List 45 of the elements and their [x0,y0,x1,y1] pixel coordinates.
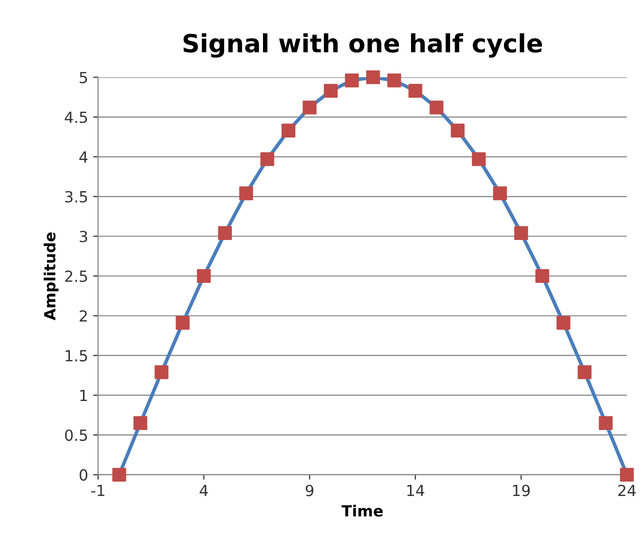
point [324,84,338,98]
y-tick-label: 2 [80,310,87,322]
x-tick-label: -1 [91,484,104,496]
y-tick-label: 4 [79,151,88,163]
point [133,416,148,430]
point [598,416,613,430]
point [620,468,634,482]
x-tick-label: 19 [513,484,530,496]
point [408,84,422,98]
chart-title: Signal with one half cycle [184,33,542,58]
y-tick-label: 1.5 [66,350,88,362]
point [154,365,168,380]
point [556,316,570,330]
y-tick-label: 5 [80,72,88,84]
y-axis-title: Amplitude [44,232,58,320]
y-tick-label: 4.5 [64,112,88,124]
point [387,74,402,88]
point [450,124,465,138]
point [260,152,274,166]
x-tick-label: 14 [407,484,424,496]
point [302,100,317,114]
point [176,316,190,330]
y-tick-label: 0.5 [65,429,88,441]
x-tick-label: 9 [306,484,314,496]
point [578,365,592,380]
point [493,186,507,200]
x-axis-title: Time [342,504,383,517]
y-tick-label: 2.5 [65,270,88,282]
point [430,100,444,114]
point [282,124,296,138]
point [535,269,550,283]
y-tick-label: 1 [80,390,87,402]
y-tick-label: 0 [80,469,88,481]
y-tick-label: 3.5 [65,190,88,203]
y-tick-label: 3 [80,230,88,242]
point [112,468,126,482]
point [239,186,254,200]
x-tick-label: 24 [618,484,636,496]
point [218,226,232,240]
point [196,269,211,283]
point [514,226,528,240]
point [345,74,359,88]
x-tick-label: 4 [200,484,208,496]
point [472,152,486,166]
point [366,70,380,84]
